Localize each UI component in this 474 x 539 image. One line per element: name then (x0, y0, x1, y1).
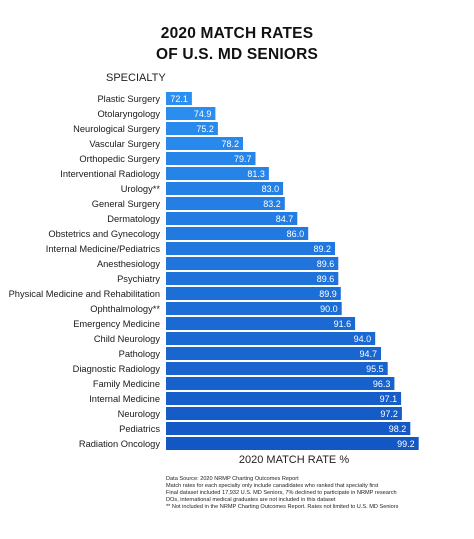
bar-3 (166, 137, 243, 150)
bar-7 (166, 197, 285, 210)
category-label: Orthopedic Surgery (79, 154, 160, 164)
bar-0 (166, 92, 192, 105)
chart-title-line1: 2020 MATCH RATES (160, 25, 314, 42)
bar-8 (166, 212, 298, 225)
bar-value-label: 95.5 (366, 364, 384, 374)
category-label: Otolaryngology (97, 109, 160, 119)
bar-17 (166, 347, 381, 360)
bar-20 (166, 392, 402, 405)
bar-10 (166, 242, 335, 255)
category-label: Internal Medicine (89, 394, 160, 404)
bar-value-label: 83.2 (263, 199, 281, 209)
category-label: Obstetrics and Gynecology (48, 229, 160, 239)
category-label: Psychiatry (117, 274, 160, 284)
category-label: Internal Medicine/Pediatrics (46, 244, 161, 254)
bar-value-label: 81.3 (247, 169, 265, 179)
bar-4 (166, 152, 256, 165)
bar-value-label: 75.2 (196, 124, 214, 134)
bar-value-label: 74.9 (194, 109, 212, 119)
y-axis-title: SPECIALTY (106, 72, 166, 84)
category-label: Vascular Surgery (89, 139, 160, 149)
category-label: Family Medicine (93, 379, 160, 389)
bar-22 (166, 422, 411, 435)
bar-value-label: 89.6 (317, 259, 335, 269)
footnote-source: Data Source: 2020 NRMP Charting Outcomes… (166, 476, 299, 482)
category-label: Dermatology (107, 214, 160, 224)
bar-18 (166, 362, 388, 375)
bar-value-label: 94.7 (359, 349, 377, 359)
bar-12 (166, 272, 339, 285)
bar-16 (166, 332, 376, 345)
category-label: Child Neurology (94, 334, 160, 344)
bar-11 (166, 257, 339, 270)
bar-19 (166, 377, 395, 390)
bar-value-label: 86.0 (287, 229, 305, 239)
footnote-dataset: Final dataset included 17,932 U.S. MD Se… (166, 490, 397, 497)
bar-value-label: 72.1 (170, 94, 188, 104)
bar-9 (166, 227, 309, 240)
category-label: Neurological Surgery (73, 124, 160, 134)
bar-21 (166, 407, 402, 420)
category-label: General Surgery (92, 199, 161, 209)
bar-value-label: 89.9 (319, 289, 337, 299)
category-label: Pathology (119, 349, 161, 359)
footnote-match-rates: Match rates for each specialty only incl… (166, 483, 379, 490)
bar-value-label: 78.2 (221, 139, 239, 149)
bar-value-label: 89.6 (317, 274, 335, 284)
bar-value-label: 97.2 (380, 409, 398, 419)
bar-value-label: 89.2 (313, 244, 331, 254)
bar-value-label: 99.2 (397, 439, 415, 449)
bar-value-label: 91.6 (334, 319, 352, 329)
category-label: Anesthesiology (97, 259, 160, 269)
bar-6 (166, 182, 284, 195)
category-label: Diagnostic Radiology (73, 364, 161, 374)
chart-title-line2: OF U.S. MD SENIORS (155, 46, 319, 63)
bar-chart: 72.1 Plastic Surgery 74.9 Otolaryngology 75.… (9, 92, 419, 450)
bar-13 (166, 287, 341, 300)
footnote-exclusions: DOs, international medical graduates are… (166, 497, 336, 504)
category-label: Plastic Surgery (97, 94, 160, 104)
footnote-asterisk: ** Not included in the NRMP Charting Out… (166, 504, 399, 511)
bar-23 (166, 437, 419, 450)
category-label: Interventional Radiology (60, 169, 160, 179)
category-label: Radiation Oncology (79, 439, 160, 449)
bar-5 (166, 167, 269, 180)
bar-value-label: 96.3 (373, 379, 391, 389)
bar-value-label: 98.2 (389, 424, 407, 434)
bar-1 (166, 107, 216, 120)
bar-value-label: 97.1 (380, 394, 398, 404)
category-label: Neurology (118, 409, 161, 419)
category-label: Physical Medicine and Rehabilitation (9, 289, 160, 299)
bar-value-label: 94.0 (354, 334, 372, 344)
bar-value-label: 79.7 (234, 154, 252, 164)
x-axis-title: 2020 MATCH RATE % (238, 454, 350, 466)
category-label: Pediatrics (119, 424, 160, 434)
bar-15 (166, 317, 356, 330)
category-label: Ophthalmology** (90, 304, 160, 314)
bar-14 (166, 302, 342, 315)
footnotes: Data Source: 2020 NRMP Charting Outcomes… (166, 476, 398, 511)
bar-value-label: 84.7 (276, 214, 294, 224)
bar-value-label: 83.0 (262, 184, 280, 194)
category-label: Urology** (121, 184, 161, 194)
bar-2 (166, 122, 218, 135)
category-label: Emergency Medicine (73, 319, 160, 329)
bar-value-label: 90.0 (320, 304, 338, 314)
